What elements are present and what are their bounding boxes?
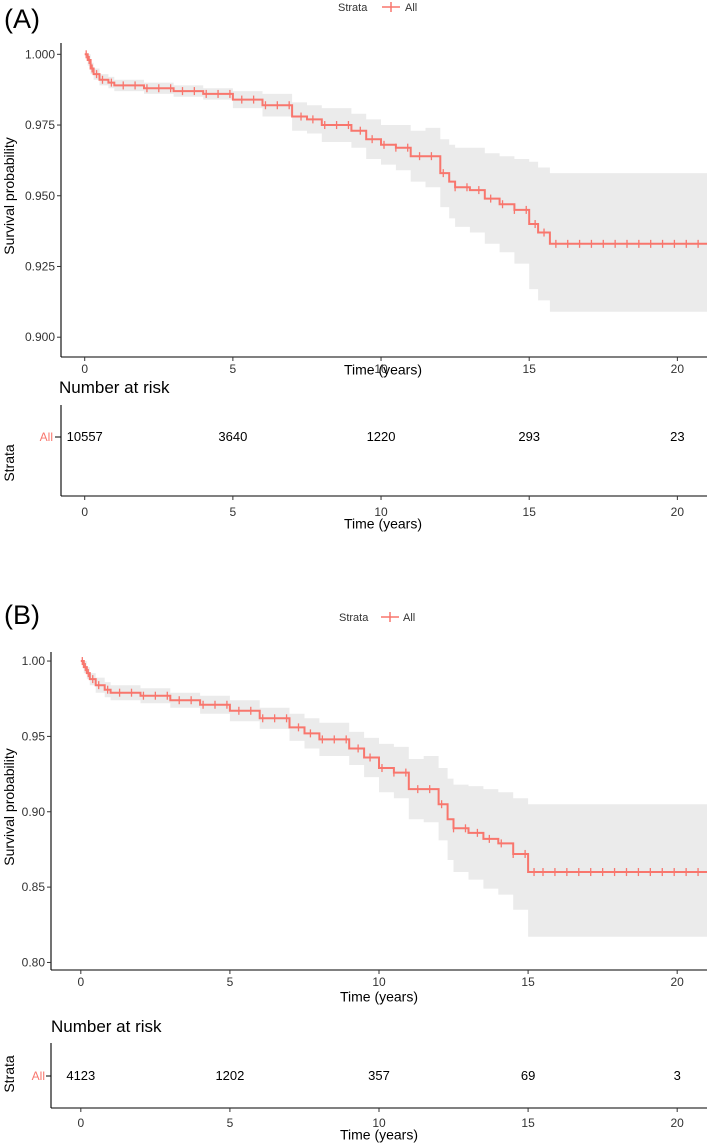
y-ticks: 0.900 0.925 0.950 0.975 1.000 [25,47,61,344]
risk-x-ticks: 0 5 10 15 20 [77,1108,684,1130]
risk-x-axis-title: Time (years) [340,1126,418,1142]
x-tick-label: 0 [81,362,88,376]
risk-count: 69 [521,1068,535,1083]
x-tick-label: 5 [227,975,234,989]
ci-band [80,661,708,937]
y-tick-label: 0.975 [25,118,55,132]
x-tick-label: 5 [230,362,237,376]
ci-band [84,54,707,312]
risk-table-title: Number at risk [51,1017,162,1036]
risk-x-tick-label: 20 [671,1116,685,1130]
risk-count: 357 [368,1068,390,1083]
plot-area [84,50,707,312]
survival-line [84,53,707,245]
y-tick-label: 0.80 [22,955,46,969]
risk-strata-label: All [40,430,53,444]
risk-x-tick-label: 0 [81,505,88,519]
y-tick-label: 0.85 [22,880,46,894]
y-tick-label: 0.95 [22,729,46,743]
y-tick-label: 1.000 [25,47,55,61]
y-tick-label: 0.925 [25,259,55,273]
legend-entry: All [403,612,415,624]
x-ticks: 0 5 10 15 20 [81,357,684,376]
y-ticks: 0.80 0.85 0.90 0.95 1.00 [22,654,51,969]
risk-values: 10557 3640 1220 293 23 [67,429,685,444]
risk-x-tick-label: 15 [523,505,537,519]
risk-table: Number at risk Strata All 10557 3640 1220 2… [1,378,707,531]
risk-x-tick-label: 20 [671,505,685,519]
risk-count: 1202 [215,1068,244,1083]
censor-marks [85,50,699,248]
risk-x-tick-label: 5 [227,1116,234,1130]
legend-title: Strata [338,2,368,14]
risk-x-tick-label: 10 [372,1116,386,1130]
x-tick-label: 0 [77,975,84,989]
x-tick-label: 20 [671,975,685,989]
risk-values: 4123 1202 357 69 3 [66,1068,680,1083]
risk-x-ticks: 0 5 10 15 20 [81,496,684,519]
x-axis-title: Time (years) [344,361,422,377]
risk-x-tick-label: 15 [521,1116,535,1130]
x-tick-label: 15 [521,975,535,989]
panel-label: (A) [4,4,40,34]
survival-line [80,660,707,873]
censor-marks [81,657,699,877]
risk-count: 3 [674,1068,681,1083]
risk-x-tick-label: 0 [77,1116,84,1130]
risk-count: 4123 [66,1068,95,1083]
risk-strata-axis-label: Strata [1,1055,17,1093]
y-axis-title: Survival probability [1,748,17,866]
risk-table-title: Number at risk [59,378,170,397]
risk-x-axis-title: Time (years) [344,515,422,531]
risk-count: 23 [670,429,684,444]
y-tick-label: 1.00 [22,654,46,668]
plot-area [80,657,708,937]
y-tick-label: 0.90 [22,805,46,819]
risk-x-tick-label: 5 [230,505,237,519]
risk-strata-axis-label: Strata [1,444,17,482]
legend: Strata All [338,2,417,14]
risk-count: 1220 [367,429,396,444]
x-axis-title: Time (years) [340,988,418,1004]
x-ticks: 0 5 10 15 20 [77,970,684,989]
axes: 0.80 0.85 0.90 0.95 1.00 0 5 10 15 20 Time (year… [1,652,707,1004]
x-tick-label: 15 [523,362,537,376]
risk-count: 293 [518,429,540,444]
risk-count: 3640 [218,429,247,444]
risk-x-tick-label: 10 [374,505,388,519]
panel-b: (B) Strata All 0.80 0.85 0.90 0.95 1.00 0 5 10… [1,600,708,1142]
x-tick-label: 20 [671,362,685,376]
risk-count: 10557 [67,429,103,444]
y-tick-label: 0.950 [25,189,55,203]
panel-a: (A) Strata All 0.900 0.925 0.950 0.975 1.000… [1,2,707,531]
x-tick-label: 10 [372,975,386,989]
legend-title: Strata [339,612,369,624]
y-tick-label: 0.900 [25,330,55,344]
legend-entry: All [405,2,417,14]
risk-strata-label: All [32,1069,45,1083]
x-tick-label: 10 [374,362,388,376]
y-axis-title: Survival probability [1,137,17,255]
panel-label: (B) [4,600,40,630]
legend: Strata All [339,612,415,624]
risk-table: Number at risk Strata All 4123 1202 357 69 3… [1,1017,707,1142]
axes: 0.900 0.925 0.950 0.975 1.000 0 5 10 15 20 Time … [1,43,707,377]
